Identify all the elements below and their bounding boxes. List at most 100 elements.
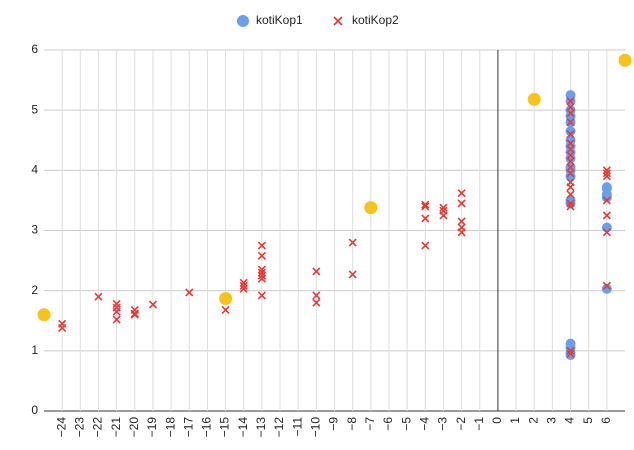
point <box>148 300 158 309</box>
x-tick-label: −8 <box>345 417 359 431</box>
y-tick-label: 2 <box>31 283 38 297</box>
point <box>566 130 575 139</box>
point <box>37 308 51 322</box>
point <box>312 291 321 300</box>
point <box>364 201 378 215</box>
point <box>457 189 466 198</box>
point <box>566 190 575 199</box>
point <box>457 228 466 237</box>
point <box>566 97 575 106</box>
x-tick-label: −11 <box>290 417 304 437</box>
point <box>566 118 575 127</box>
x-tick-label: 4 <box>563 417 577 424</box>
point <box>602 172 611 181</box>
point <box>257 251 266 260</box>
point <box>566 199 575 208</box>
point <box>566 346 575 355</box>
point <box>601 222 612 233</box>
legend-label: kotiKop2 <box>352 13 399 27</box>
x-tick-label: −22 <box>91 417 105 438</box>
point <box>566 151 575 160</box>
point <box>421 214 430 223</box>
point <box>257 265 266 274</box>
point <box>439 203 448 212</box>
x-tick-label: −18 <box>163 417 177 438</box>
point <box>130 310 139 319</box>
x-tick-label: −5 <box>399 417 413 431</box>
y-tick-label: 0 <box>31 403 38 417</box>
y-tick-label: 6 <box>31 42 38 56</box>
point <box>239 284 248 293</box>
point <box>348 270 357 279</box>
x-tick-label: −15 <box>218 417 232 438</box>
x-tick-label: −17 <box>181 417 195 438</box>
point <box>421 202 430 211</box>
x-tick-label: −2 <box>454 417 468 431</box>
legend-marker <box>237 15 249 27</box>
point <box>566 202 575 211</box>
point <box>565 153 576 164</box>
point <box>566 169 575 178</box>
point <box>348 238 357 247</box>
point <box>565 126 576 137</box>
point <box>58 323 67 333</box>
x-tick-label: −4 <box>417 417 431 431</box>
point <box>312 298 321 307</box>
x-tick-label: −14 <box>236 417 250 438</box>
point <box>94 292 103 301</box>
point <box>601 283 612 294</box>
point <box>566 145 575 154</box>
point <box>602 166 611 175</box>
point <box>239 281 248 290</box>
point <box>457 199 466 208</box>
x-tick-label: −24 <box>54 417 68 438</box>
x-tick-label: −19 <box>145 417 159 438</box>
x-tick-label: −1 <box>472 417 486 431</box>
x-tick-label: 2 <box>526 417 540 424</box>
x-tick-label: −6 <box>381 417 395 431</box>
point <box>566 103 575 112</box>
point <box>566 349 575 358</box>
legend-marker <box>333 16 343 26</box>
point <box>130 309 139 318</box>
point <box>566 163 575 172</box>
point <box>601 192 612 203</box>
x-tick-label: −7 <box>363 417 377 431</box>
x-tick-label: −3 <box>436 417 450 431</box>
y-tick-label: 4 <box>31 163 38 177</box>
x-tick-label: 3 <box>545 417 559 424</box>
x-tick-label: −9 <box>327 417 341 431</box>
y-tick-label: 1 <box>31 343 38 357</box>
point <box>312 267 321 276</box>
point <box>257 271 266 280</box>
point <box>239 278 248 287</box>
point <box>566 183 575 192</box>
point <box>421 200 430 209</box>
point <box>602 228 611 237</box>
x-tick-label: −23 <box>72 417 86 438</box>
point <box>112 315 121 324</box>
x-tick-label: −10 <box>309 417 323 438</box>
point <box>566 139 575 148</box>
x-tick-label: 0 <box>490 417 504 424</box>
x-tick-label: −12 <box>272 417 286 438</box>
point <box>221 305 230 314</box>
point <box>602 196 611 205</box>
x-tick-label: −13 <box>254 417 268 438</box>
point <box>602 281 611 290</box>
x-tick-label: −16 <box>200 417 214 438</box>
point <box>457 217 466 226</box>
x-tick-label: 6 <box>599 417 613 424</box>
point <box>112 307 121 316</box>
point <box>618 53 632 67</box>
point <box>257 241 266 250</box>
point <box>527 92 541 106</box>
point <box>257 291 266 300</box>
x-tick-label: −20 <box>127 417 141 438</box>
point <box>421 241 430 250</box>
point <box>257 274 266 283</box>
point <box>602 211 611 220</box>
point <box>185 288 194 297</box>
point <box>566 109 575 118</box>
